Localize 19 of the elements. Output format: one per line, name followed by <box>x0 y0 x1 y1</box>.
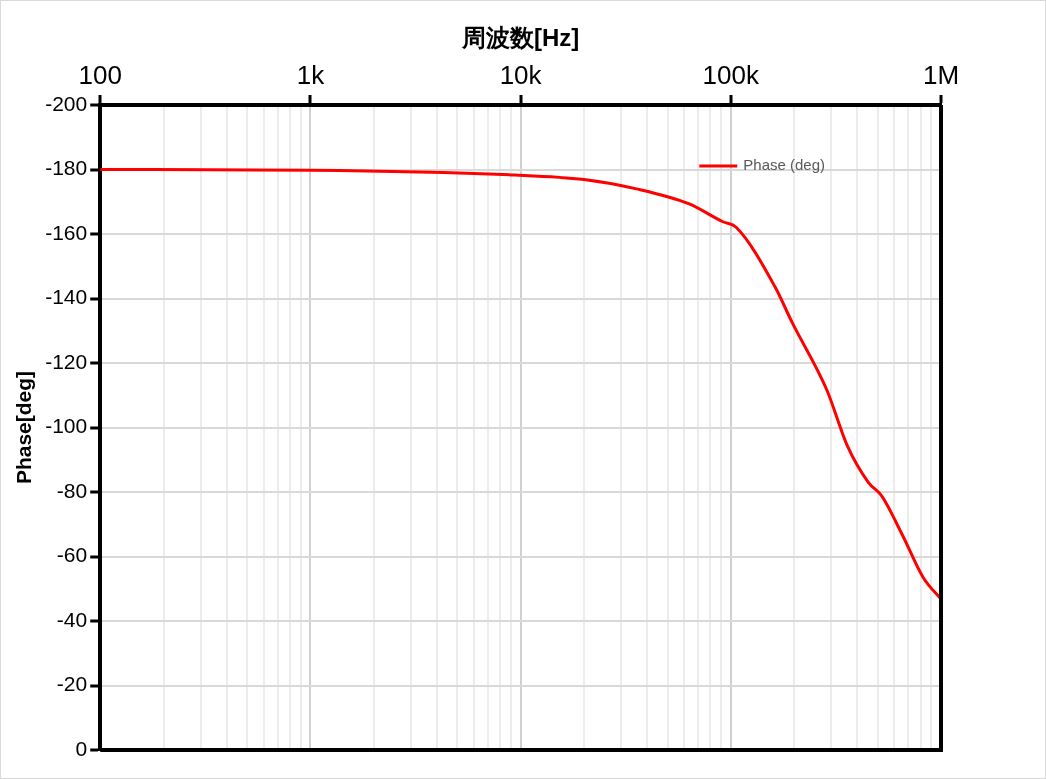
x-tick-label: 100 <box>78 59 122 90</box>
y-axis-title: Phase[deg] <box>12 370 36 485</box>
y-tick-label: 0 <box>75 736 88 760</box>
x-tick-label: 1M <box>922 59 960 90</box>
y-tick-label: -160 <box>45 220 88 244</box>
y-tick-label: -40 <box>56 607 88 631</box>
x-tick-label: 100k <box>702 59 760 90</box>
y-tick-label: -140 <box>45 285 88 309</box>
y-tick-label: -100 <box>45 414 88 438</box>
y-tick-label: -120 <box>45 349 88 373</box>
y-tick-label: -180 <box>45 156 88 180</box>
legend-label: Phase (deg) <box>743 156 825 174</box>
x-tick-label: 1k <box>296 59 326 90</box>
y-tick-label: -200 <box>45 91 88 115</box>
x-axis-title: 周波数[Hz] <box>460 24 580 52</box>
y-tick-label: -80 <box>56 478 88 502</box>
y-tick-label: -60 <box>56 543 88 567</box>
x-tick-label: 10k <box>499 59 543 90</box>
y-tick-label: -20 <box>56 672 88 696</box>
